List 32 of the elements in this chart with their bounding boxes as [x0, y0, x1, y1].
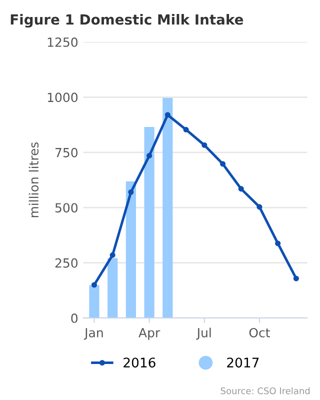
point [293, 276, 299, 282]
source-note: Source: CSO Ireland [220, 387, 310, 394]
point [110, 252, 116, 258]
point [256, 204, 262, 210]
bar [162, 98, 173, 318]
bar [126, 181, 136, 318]
bar [89, 285, 100, 318]
point [183, 126, 189, 132]
y-tick-label: 500 [55, 203, 78, 213]
point [91, 282, 97, 288]
point [164, 112, 170, 118]
point [275, 240, 281, 246]
point [146, 152, 152, 158]
y-tick-label: 1000 [48, 92, 78, 102]
chart-title: Figure 1 Domestic Milk Intake [10, 14, 244, 28]
y-tick-label: 1250 [48, 37, 78, 47]
y-tick-label: 750 [56, 148, 78, 158]
x-tick-label: Jan [84, 328, 103, 340]
bar [144, 127, 154, 318]
y-tick-label: 0 [71, 313, 78, 323]
point [238, 186, 244, 192]
x-tick-label: Jul [196, 328, 211, 340]
point [220, 161, 226, 167]
y-tick-label: 250 [55, 258, 78, 268]
x-tick-label: Apr [138, 328, 160, 340]
legend-label: 2017 [227, 358, 259, 368]
legend-label: 2016 [124, 358, 156, 368]
bar [108, 258, 118, 318]
point [128, 189, 134, 195]
point [202, 142, 208, 148]
x-tick-label: Oct [249, 328, 270, 338]
y-axis-title: million litres [28, 142, 39, 218]
